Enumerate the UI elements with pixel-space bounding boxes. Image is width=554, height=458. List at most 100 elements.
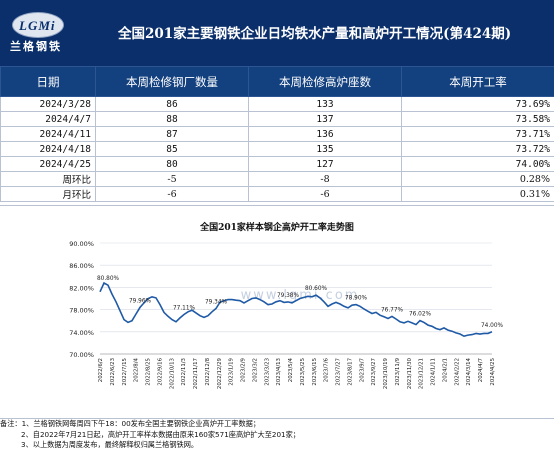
furnaces-cell: 127 bbox=[248, 156, 402, 172]
logo-emblem: LGMi bbox=[12, 12, 64, 38]
x-tick-label: 2023/9/7 bbox=[359, 358, 365, 382]
x-tick-label: 2023/3/23 bbox=[264, 358, 270, 386]
data-label: 80.80% bbox=[97, 276, 120, 282]
table-row: 2024/4/25 80 127 74.00% bbox=[0, 156, 554, 172]
table-row: 2024/4/18 85 135 73.72% bbox=[0, 141, 554, 157]
furnaces-change: -6 bbox=[248, 186, 402, 202]
trend-chart: 全国201家样本钢企高炉开工率走势图 www.lgmi.com 90.00% 86.0… bbox=[69, 221, 504, 389]
comparison-label: 月环比 bbox=[0, 186, 96, 202]
y-tick-label: 90.00% bbox=[69, 240, 94, 248]
data-label: 78.90% bbox=[345, 296, 368, 302]
note-line: 3、以上数据为周度发布，最终解释权归属兰格钢铁网。 bbox=[21, 440, 199, 449]
mills-cell: 86 bbox=[95, 96, 249, 112]
x-tick-label: 2023/11/9 bbox=[395, 357, 401, 385]
logo-mark: LGMi bbox=[19, 18, 56, 33]
x-tick-label: 2023/4/13 bbox=[276, 358, 282, 386]
x-tick-label: 2023/7/27 bbox=[336, 358, 342, 386]
x-tick-label: 2022/10/13 bbox=[169, 358, 175, 389]
column-header: 日期 bbox=[0, 66, 96, 97]
furnaces-cell: 137 bbox=[248, 111, 402, 127]
mills-cell: 87 bbox=[95, 126, 249, 142]
data-table: 日期 本周检修钢厂数量 本周检修高炉座数 本周开工率 2024/3/28 86 … bbox=[0, 66, 554, 202]
column-header: 本周开工率 bbox=[401, 66, 554, 97]
column-header: 本周检修钢厂数量 bbox=[95, 66, 249, 97]
x-tick-label: 2023/9/27 bbox=[371, 358, 377, 386]
x-tick-label: 2023/7/6 bbox=[324, 357, 330, 382]
month-over-month-row: 月环比 -6 -6 0.31% bbox=[0, 186, 554, 202]
lgmi-logo: LGMi 兰格钢铁 bbox=[10, 10, 110, 56]
date-cell: 2024/4/25 bbox=[0, 156, 96, 172]
table-header-row: 日期 本周检修钢厂数量 本周检修高炉座数 本周开工率 bbox=[0, 66, 554, 97]
x-tick-label: 2024/4/7 bbox=[478, 358, 484, 382]
furnaces-cell: 133 bbox=[248, 96, 402, 112]
x-tick-label: 2022/6/2 bbox=[98, 358, 104, 382]
series-line bbox=[99, 281, 493, 338]
notes: 备注：1、兰格钢铁网每周四下午18：00发布全国主要钢铁企业高炉开工率数据； 2… bbox=[0, 419, 554, 451]
x-tick-label: 2024/3/14 bbox=[466, 357, 472, 385]
x-tick-label: 2024/4/25 bbox=[490, 358, 496, 386]
note-line: 备注：1、兰格钢铁网每周四下午18：00发布全国主要钢铁企业高炉开工率数据； bbox=[0, 419, 261, 428]
x-tick-label: 2022/6/23 bbox=[110, 358, 116, 386]
table-row: 2024/3/28 86 133 73.69% bbox=[0, 96, 554, 112]
furnaces-cell: 136 bbox=[248, 126, 402, 142]
table-row: 2024/4/11 87 136 73.71% bbox=[0, 126, 554, 142]
column-header: 本周检修高炉座数 bbox=[248, 66, 402, 97]
date-cell: 2024/4/11 bbox=[0, 126, 96, 142]
data-label: 76.77% bbox=[381, 307, 404, 313]
x-tick-label: 2024/2/1 bbox=[442, 358, 448, 382]
mills-cell: 85 bbox=[95, 141, 249, 157]
mills-change: -5 bbox=[95, 171, 249, 187]
y-tick-label: 74.00% bbox=[69, 329, 94, 337]
x-tick-label: 2022/11/17 bbox=[193, 358, 199, 389]
mills-cell: 88 bbox=[95, 111, 249, 127]
x-tick-label: 2023/6/15 bbox=[312, 358, 318, 386]
week-over-week-row: 周环比 -5 -8 0.28% bbox=[0, 171, 554, 187]
x-tick-label: 2023/3/2 bbox=[252, 358, 258, 382]
x-tick-label: 2022/12/29 bbox=[217, 357, 223, 389]
data-label: 76.02% bbox=[409, 312, 432, 318]
date-cell: 2024/3/28 bbox=[0, 96, 96, 112]
x-tick-label: 2022/8/4 bbox=[134, 357, 140, 382]
furnaces-change: -8 bbox=[248, 171, 402, 187]
x-tick-label: 2023/12/21 bbox=[419, 358, 425, 389]
header-banner: LGMi 兰格钢铁 全国201家主要钢铁企业日均铁水产量和高炉开工情况(第424… bbox=[0, 0, 554, 66]
rate-cell: 73.71% bbox=[401, 126, 554, 142]
x-tick-label: 2023/10/19 bbox=[383, 357, 389, 389]
date-cell: 2024/4/7 bbox=[0, 111, 96, 127]
date-cell: 2024/4/18 bbox=[0, 141, 96, 157]
x-tick-label: 2023/5/25 bbox=[300, 358, 306, 386]
x-tick-label: 2023/5/4 bbox=[288, 357, 294, 382]
furnaces-cell: 135 bbox=[248, 141, 402, 157]
data-label: 77.11% bbox=[173, 306, 196, 312]
mills-change: -6 bbox=[95, 186, 249, 202]
table-row: 2024/4/7 88 137 73.58% bbox=[0, 111, 554, 127]
rate-cell: 73.69% bbox=[401, 96, 554, 112]
y-tick-label: 70.00% bbox=[69, 351, 94, 359]
x-tick-label: 2022/9/16 bbox=[157, 357, 163, 385]
x-tick-label: 2022/7/15 bbox=[122, 358, 128, 386]
rate-change: 0.28% bbox=[401, 171, 554, 187]
rate-cell: 73.72% bbox=[401, 141, 554, 157]
y-tick-label: 78.00% bbox=[69, 307, 94, 315]
data-label: 79.96% bbox=[129, 298, 152, 304]
rate-cell: 74.00% bbox=[401, 156, 554, 172]
data-label: 79.34% bbox=[205, 299, 228, 305]
chart-panel: 全国201家样本钢企高炉开工率走势图 www.lgmi.com 90.00% 86.0… bbox=[0, 205, 554, 419]
mills-cell: 80 bbox=[95, 156, 249, 172]
y-tick-label: 86.00% bbox=[69, 262, 94, 270]
comparison-label: 周环比 bbox=[0, 171, 96, 187]
x-tick-label: 2023/8/17 bbox=[347, 358, 353, 386]
chart-title: 全国201家样本钢企高炉开工率走势图 bbox=[199, 221, 354, 233]
chart-watermark: www.lgmi.com bbox=[241, 288, 360, 303]
x-tick-label: 2022/12/8 bbox=[205, 357, 211, 385]
data-label: 80.60% bbox=[305, 286, 328, 292]
x-tick-label: 2023/2/9 bbox=[241, 357, 247, 382]
data-label: 74.00% bbox=[481, 323, 504, 329]
x-tick-label: 2023/1/19 bbox=[229, 357, 235, 385]
data-label: 79.38% bbox=[277, 293, 300, 299]
note-line: 2、自2022年7月21日起，高炉开工率样本数据由原来160家571座高炉扩大至… bbox=[21, 429, 300, 439]
x-tick-label: 2024/2/22 bbox=[454, 358, 460, 386]
x-tick-label: 2023/11/30 bbox=[407, 357, 413, 389]
logo-text: 兰格钢铁 bbox=[10, 40, 62, 53]
rate-change: 0.31% bbox=[401, 186, 554, 202]
